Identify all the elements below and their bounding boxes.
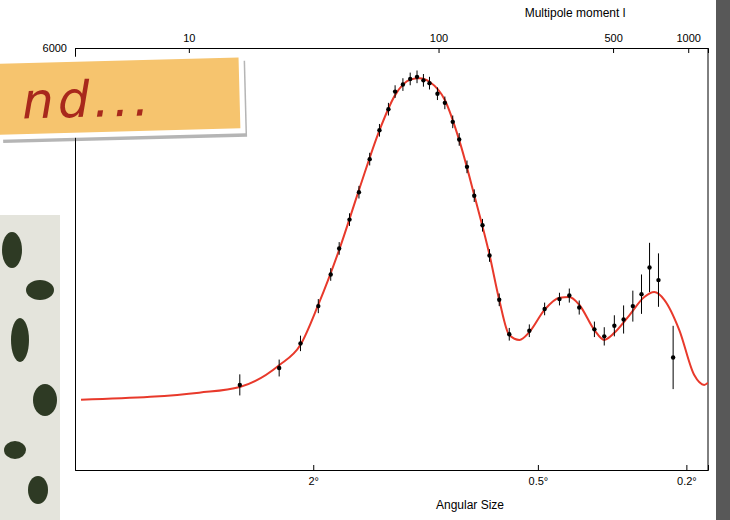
tick: 2° <box>308 465 319 487</box>
photo-blot <box>2 232 22 268</box>
data-point <box>577 305 581 309</box>
photo-blot <box>28 476 48 504</box>
chart-svg: 10 100 500 1000 2° 0.5° 0.2° 6000 Multipole mome… <box>0 0 730 520</box>
chart-root: 10 100 500 1000 2° 0.5° 0.2° 6000 Multipole mome… <box>0 0 730 520</box>
axis-line <box>76 465 709 471</box>
x-axis-top: 10 100 500 1000 <box>76 32 709 53</box>
data-point <box>567 293 571 297</box>
data-point <box>451 120 455 124</box>
photo <box>0 215 60 520</box>
data-point <box>497 298 501 302</box>
data-points <box>238 71 676 396</box>
tick: 0.2° <box>677 465 697 487</box>
data-point <box>480 223 484 227</box>
data-point <box>621 317 625 321</box>
data-point <box>472 194 476 198</box>
axis-line <box>76 49 709 54</box>
data-point <box>298 341 302 345</box>
data-point <box>277 366 281 370</box>
data-point <box>421 78 425 82</box>
axis-title: Multipole moment l <box>525 6 626 20</box>
data-point <box>329 272 333 276</box>
tick-label: 6000 <box>43 42 67 54</box>
data-point <box>487 253 491 257</box>
data-point <box>465 165 469 169</box>
data-point <box>316 304 320 308</box>
data-point <box>386 107 390 111</box>
data-point <box>631 304 635 308</box>
tick: 100 <box>430 32 448 53</box>
tick-mark <box>313 465 314 470</box>
tick-mark <box>538 465 539 470</box>
axis-title: Angular Size <box>436 498 504 512</box>
data-point <box>238 383 242 387</box>
photo-blot <box>4 441 26 459</box>
photo-blot <box>33 384 57 416</box>
tick-label: 100 <box>430 32 448 44</box>
data-point <box>443 101 447 105</box>
data-point <box>592 327 596 331</box>
data-point <box>408 77 412 81</box>
x-axis-bottom: 2° 0.5° 0.2° <box>76 465 709 487</box>
data-point <box>457 137 461 141</box>
tick: 10 <box>183 32 195 53</box>
data-point <box>415 75 419 79</box>
data-point <box>401 82 405 86</box>
chart-panel <box>0 0 716 520</box>
tick: 0.5° <box>529 465 549 487</box>
data-point <box>435 92 439 96</box>
data-point <box>367 157 371 161</box>
annotation: nd... <box>21 69 154 130</box>
tick-label: 1000 <box>676 32 700 44</box>
data-point <box>357 190 361 194</box>
tick-label: 2° <box>308 475 319 487</box>
data-point <box>542 307 546 311</box>
photo-blot <box>11 318 29 362</box>
tick-mark <box>75 48 80 49</box>
tick-label: 10 <box>183 32 195 44</box>
data-point <box>393 89 397 93</box>
photo-blot <box>26 280 54 300</box>
tick: 500 <box>604 32 622 53</box>
data-point <box>427 81 431 85</box>
data-point <box>507 332 511 336</box>
tick-mark <box>613 48 614 53</box>
tick: 1000 <box>676 32 700 53</box>
data-point <box>347 217 351 221</box>
data-point <box>377 128 381 132</box>
tick-mark <box>189 48 190 53</box>
tick-mark <box>688 48 689 53</box>
data-point <box>527 329 531 333</box>
frame-line <box>708 48 709 470</box>
photo-frame <box>0 215 60 520</box>
slide-background <box>0 0 730 520</box>
sticky-note: nd... <box>0 55 247 144</box>
tick-label: 500 <box>604 32 622 44</box>
note-paper <box>0 55 243 137</box>
tick: 6000 <box>43 42 80 54</box>
tick-label: 0.2° <box>677 475 697 487</box>
data-point <box>647 265 651 269</box>
tick-mark <box>439 48 440 53</box>
tick-label: 0.5° <box>529 475 549 487</box>
data-point <box>656 278 660 282</box>
data-point <box>337 246 341 250</box>
tick-mark <box>686 465 687 470</box>
data-point <box>612 324 616 328</box>
data-point <box>557 297 561 301</box>
data-point <box>639 292 643 296</box>
data-point <box>602 334 606 338</box>
data-point <box>671 355 675 359</box>
